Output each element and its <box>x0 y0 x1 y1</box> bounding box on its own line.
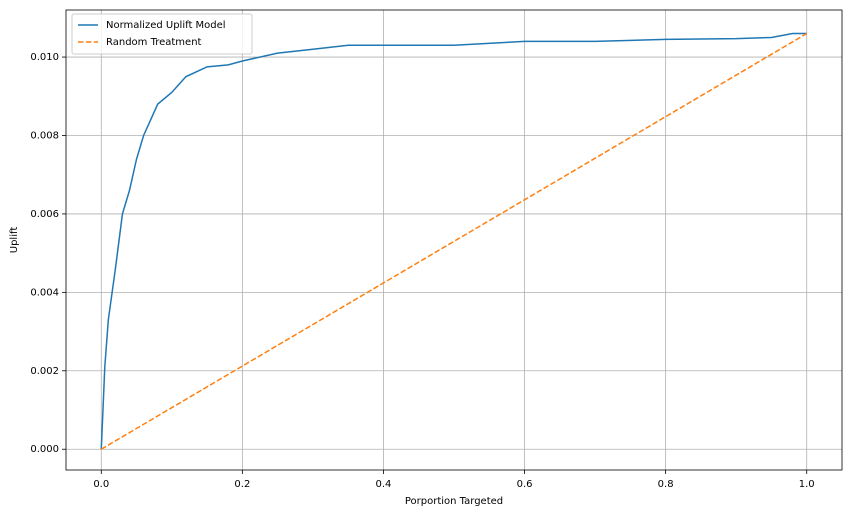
plot-frame <box>65 9 843 471</box>
y-tick-label: 0.002 <box>30 366 59 377</box>
x-tick-label: 1.0 <box>799 479 815 490</box>
x-tick-label: 0.6 <box>517 479 533 490</box>
x-tick-label: 0.0 <box>93 479 109 490</box>
x-tick-label: 0.2 <box>234 479 250 490</box>
y-tick-label: 0.004 <box>30 287 59 298</box>
y-tick-label: 0.008 <box>30 130 59 141</box>
y-tick-label: 0.010 <box>30 52 59 63</box>
legend-label: Normalized Uplift Model <box>106 20 226 31</box>
legend-label: Random Treatment <box>106 37 202 48</box>
legend-box <box>71 13 253 55</box>
x-axis-label: Porportion Targeted <box>405 496 503 507</box>
y-tick-label: 0.006 <box>30 209 59 220</box>
y-axis-label: Uplift <box>9 227 20 254</box>
x-tick-label: 0.8 <box>658 479 674 490</box>
line-series <box>100 32 808 450</box>
line-series <box>100 32 807 450</box>
x-tick-label: 0.4 <box>376 479 392 490</box>
y-tick-label: 0.000 <box>30 444 59 455</box>
